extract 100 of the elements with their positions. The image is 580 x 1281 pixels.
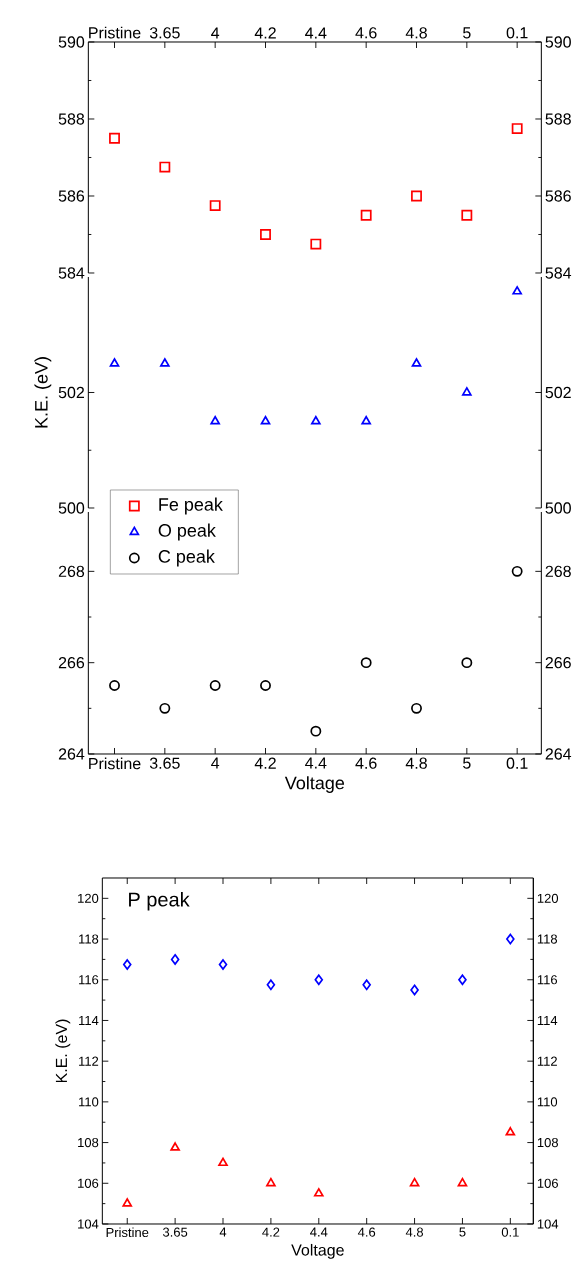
x-tick-label: Pristine: [88, 757, 141, 770]
point: [310, 725, 322, 737]
legend-label: C peak: [158, 549, 215, 567]
y-axis-title: K.E. (eV): [55, 1019, 71, 1083]
point: [505, 1126, 516, 1136]
point: [109, 358, 120, 367]
point: [260, 415, 271, 425]
y2-tick-label: 500: [545, 502, 571, 514]
point: [410, 190, 422, 202]
y2-tick-label: 502: [545, 386, 571, 399]
point: [314, 974, 323, 986]
x-tick-label: 5: [462, 27, 471, 39]
y-tick-label: 586: [58, 190, 84, 202]
y2-tick-label: 116: [537, 975, 557, 985]
point: [361, 415, 371, 425]
y2-tick-label: 264: [545, 748, 571, 760]
x-tick-label: 0.1: [506, 757, 528, 769]
y2-tick-label: 112: [537, 1056, 557, 1066]
y2-tick-label: 104: [537, 1219, 559, 1229]
x-tick-label: 5: [459, 1227, 466, 1237]
x-tick-label: Pristine: [88, 26, 141, 39]
point: [457, 1177, 468, 1187]
point: [511, 565, 523, 577]
x-tick-label: 4.4: [309, 1227, 328, 1237]
y-tick-label: 584: [58, 267, 85, 279]
y-tick-label: 266: [58, 657, 84, 669]
x-tick-label: 0.1: [506, 27, 528, 39]
x-tick-label: 4.6: [357, 1227, 375, 1237]
point: [310, 238, 322, 250]
y-tick-label: 502: [58, 386, 84, 399]
point: [457, 974, 467, 986]
point: [505, 933, 515, 945]
y-tick-label: 110: [78, 1097, 99, 1107]
y2-tick-label: 586: [545, 190, 571, 202]
point: [159, 358, 170, 367]
y2-tick-label: 108: [537, 1137, 558, 1148]
point: [411, 358, 422, 367]
y-tick-label: 118: [78, 934, 99, 944]
x-tick-label: 5: [462, 757, 471, 769]
y2-tick-label: 110: [537, 1097, 557, 1107]
y2-tick-label: 584: [545, 267, 571, 279]
point: [362, 979, 371, 991]
point: [218, 959, 228, 970]
x-tick-label: Pristine: [106, 1227, 149, 1238]
x-tick-label: 4.6: [355, 757, 377, 769]
x-tick-label: 0.1: [501, 1227, 519, 1237]
point: [170, 1142, 180, 1151]
y-tick-label: 500: [58, 502, 85, 514]
x-tick-label: 4.6: [355, 27, 377, 39]
y-tick-label: 120: [77, 893, 99, 903]
point: [108, 132, 120, 144]
point: [511, 123, 523, 135]
point: [461, 657, 473, 669]
point: [122, 959, 132, 970]
point: [360, 657, 372, 669]
point: [159, 702, 171, 714]
x-tick-label: 4.2: [262, 1227, 280, 1237]
x-tick-label: 4.8: [405, 757, 427, 769]
point: [210, 415, 220, 425]
point: [209, 680, 221, 691]
point: [410, 984, 419, 996]
y-tick-label: 108: [77, 1137, 99, 1148]
y2-tick-label: 114: [537, 1015, 558, 1025]
y-tick-label: 112: [78, 1056, 98, 1066]
x-tick-label: 4.4: [304, 757, 327, 769]
y-tick-label: 264: [58, 748, 85, 760]
y-tick-label: 104: [77, 1219, 99, 1229]
point: [259, 229, 271, 240]
point: [313, 1188, 324, 1197]
x-tick-label: 4.8: [405, 27, 427, 39]
legend-label: O peak: [158, 523, 216, 541]
x-axis-title: Voltage: [291, 1243, 344, 1259]
x-axis-title: Voltage: [284, 776, 344, 793]
y-tick-label: 116: [78, 975, 99, 985]
y-tick-label: 268: [58, 565, 84, 578]
legend-label: Fe peak: [159, 497, 223, 515]
annotation: P peak: [128, 891, 190, 911]
x-tick-label: 4: [210, 27, 219, 39]
x-tick-label: 3.65: [162, 1227, 188, 1237]
y2-tick-label: 118: [537, 934, 557, 944]
point: [410, 702, 422, 714]
y-tick-label: 114: [78, 1015, 99, 1025]
point: [159, 161, 171, 173]
y2-tick-label: 588: [545, 113, 571, 125]
point: [409, 1177, 420, 1187]
point: [108, 680, 120, 691]
y2-tick-label: 106: [537, 1178, 558, 1188]
y2-tick-label: 120: [537, 893, 558, 903]
y-axis-title: K.E. (eV): [34, 357, 52, 428]
x-tick-label: 4: [210, 757, 219, 769]
y2-tick-label: 268: [545, 565, 571, 578]
point: [360, 209, 372, 221]
point: [461, 209, 473, 221]
point: [461, 387, 472, 396]
y-tick-label: 588: [58, 113, 84, 125]
point: [266, 979, 276, 991]
x-tick-label: 4.2: [254, 757, 276, 769]
point: [265, 1177, 276, 1187]
x-tick-label: 4.4: [304, 27, 327, 39]
x-tick-label: 4.8: [405, 1227, 423, 1237]
